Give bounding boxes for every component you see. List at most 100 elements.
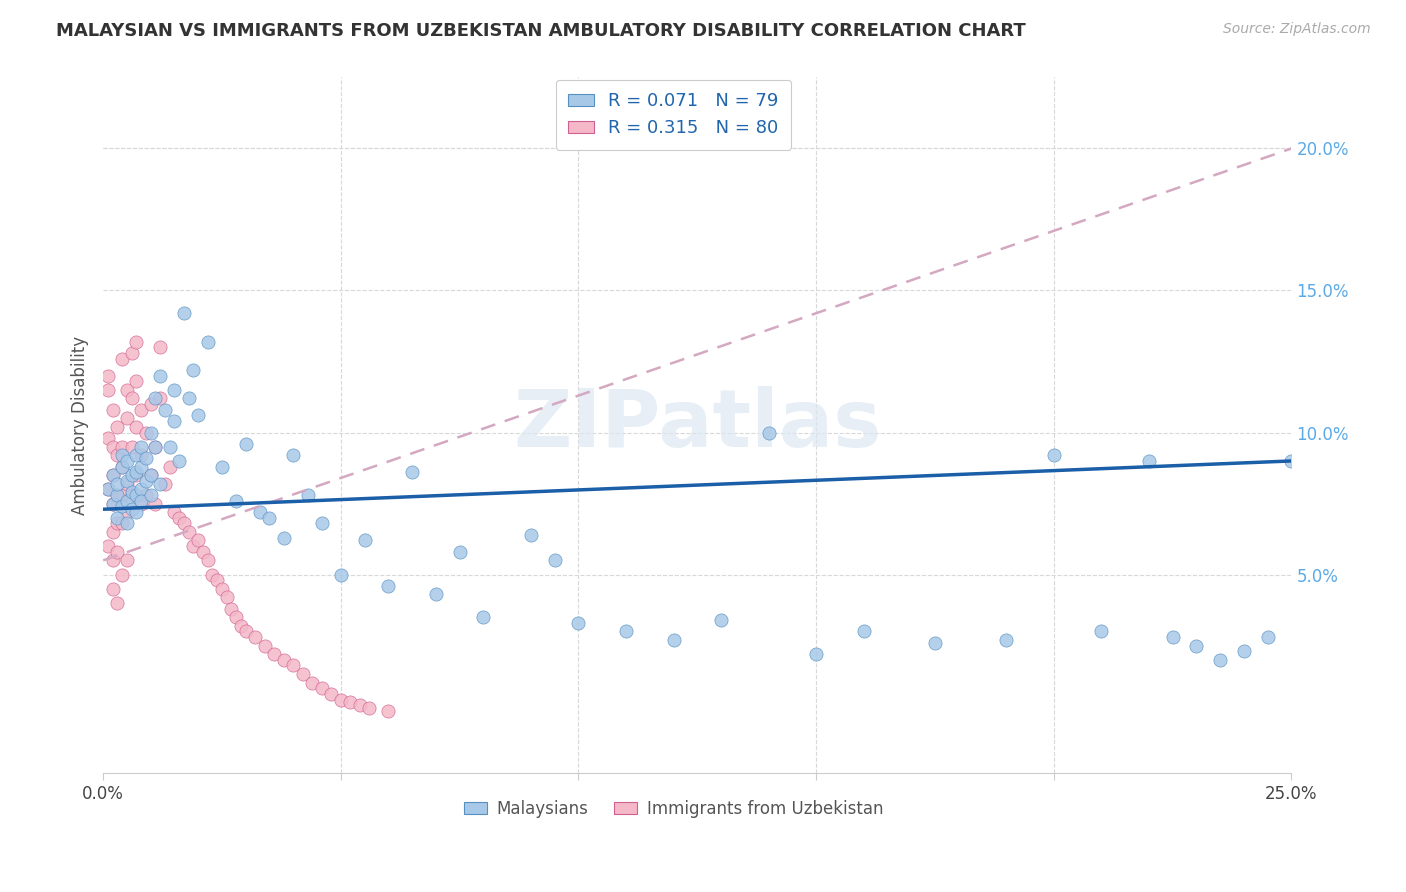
Point xyxy=(111,448,134,462)
Point xyxy=(159,440,181,454)
Point xyxy=(1233,644,1256,658)
Point xyxy=(129,497,152,511)
Point xyxy=(221,601,243,615)
Point xyxy=(191,545,214,559)
Point xyxy=(101,497,124,511)
Point xyxy=(167,454,190,468)
Point xyxy=(101,468,124,483)
Point xyxy=(311,516,333,531)
Point xyxy=(283,448,305,462)
Point xyxy=(804,647,827,661)
Point xyxy=(401,465,423,479)
Point xyxy=(111,459,134,474)
Point xyxy=(115,505,138,519)
Point xyxy=(101,553,124,567)
Point xyxy=(105,488,128,502)
Point xyxy=(115,516,138,531)
Point xyxy=(135,451,157,466)
Point xyxy=(235,624,257,639)
Point xyxy=(105,596,128,610)
Point xyxy=(139,488,162,502)
Point xyxy=(121,485,143,500)
Point xyxy=(201,567,224,582)
Point xyxy=(273,531,295,545)
Point xyxy=(125,465,148,479)
Point xyxy=(129,402,152,417)
Point xyxy=(129,483,152,497)
Point xyxy=(353,533,375,548)
Point xyxy=(211,459,233,474)
Point xyxy=(183,539,205,553)
Point xyxy=(215,591,238,605)
Point xyxy=(129,440,152,454)
Point xyxy=(97,368,120,383)
Point xyxy=(163,383,186,397)
Point xyxy=(111,459,134,474)
Point xyxy=(97,539,120,553)
Point xyxy=(329,692,352,706)
Point xyxy=(115,474,138,488)
Point xyxy=(105,510,128,524)
Point xyxy=(183,363,205,377)
Point xyxy=(758,425,780,440)
Point xyxy=(359,701,381,715)
Point xyxy=(97,483,120,497)
Point xyxy=(145,440,167,454)
Point xyxy=(101,582,124,596)
Point xyxy=(105,516,128,531)
Point xyxy=(111,351,134,366)
Point xyxy=(105,488,128,502)
Point xyxy=(111,516,134,531)
Point xyxy=(145,392,167,406)
Point xyxy=(101,468,124,483)
Point xyxy=(121,440,143,454)
Point xyxy=(97,431,120,445)
Point xyxy=(139,468,162,483)
Point xyxy=(129,448,152,462)
Point xyxy=(121,502,143,516)
Point xyxy=(187,409,209,423)
Point xyxy=(97,383,120,397)
Point xyxy=(135,488,157,502)
Point xyxy=(449,545,471,559)
Point xyxy=(135,474,157,488)
Point xyxy=(567,615,589,630)
Point xyxy=(121,488,143,502)
Point xyxy=(111,488,134,502)
Y-axis label: Ambulatory Disability: Ambulatory Disability xyxy=(72,336,89,515)
Point xyxy=(245,630,267,644)
Point xyxy=(121,346,143,360)
Point xyxy=(177,524,200,539)
Point xyxy=(283,658,305,673)
Point xyxy=(259,510,281,524)
Point xyxy=(321,687,343,701)
Point xyxy=(167,510,190,524)
Point xyxy=(115,476,138,491)
Point xyxy=(125,334,148,349)
Point xyxy=(125,505,148,519)
Point xyxy=(995,632,1018,647)
Point xyxy=(852,624,875,639)
Point xyxy=(115,454,138,468)
Point xyxy=(205,574,228,588)
Point xyxy=(197,334,219,349)
Point xyxy=(153,402,176,417)
Point xyxy=(163,505,186,519)
Point xyxy=(377,704,399,718)
Point xyxy=(1042,448,1064,462)
Point xyxy=(105,420,128,434)
Point xyxy=(101,402,124,417)
Point xyxy=(173,306,195,320)
Point xyxy=(111,440,134,454)
Point xyxy=(105,476,128,491)
Point xyxy=(177,392,200,406)
Point xyxy=(311,681,333,696)
Point xyxy=(139,468,162,483)
Point xyxy=(263,647,285,661)
Point xyxy=(145,497,167,511)
Point xyxy=(153,476,176,491)
Point xyxy=(472,610,495,624)
Point xyxy=(377,579,399,593)
Point xyxy=(614,624,637,639)
Point xyxy=(544,553,567,567)
